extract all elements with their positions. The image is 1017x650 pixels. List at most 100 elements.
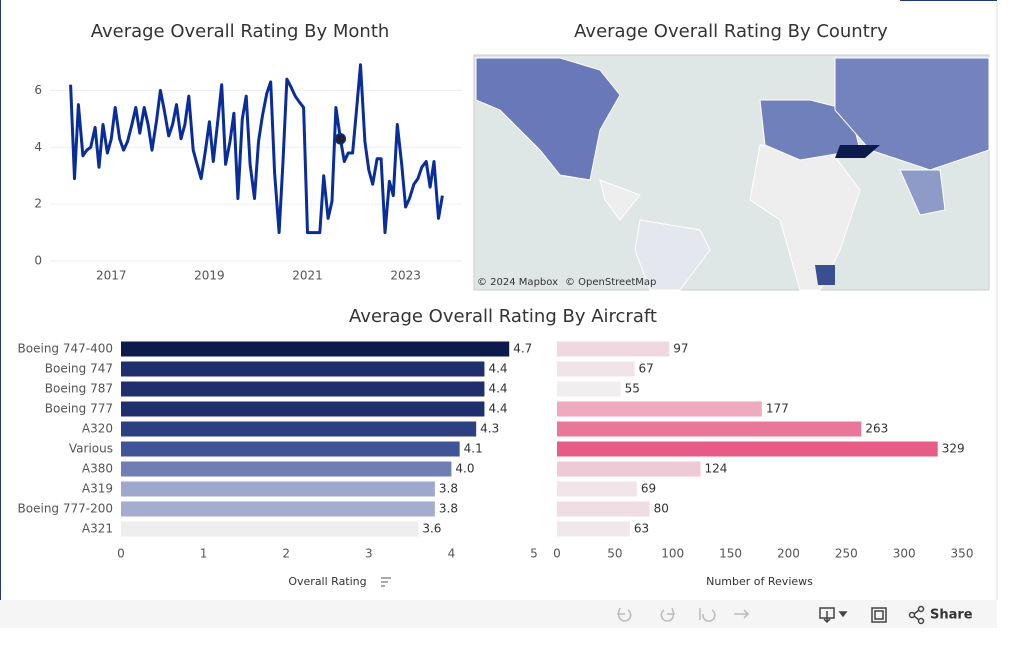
x-tick-label: 3 — [365, 547, 373, 561]
x-tick-label: 350 — [951, 547, 974, 561]
bar — [121, 381, 485, 397]
chart-title: Average Overall Rating By Aircraft — [349, 306, 657, 327]
x-tick-label: 1 — [200, 547, 208, 561]
y-tick-label: 0 — [34, 254, 42, 268]
bar — [557, 381, 621, 397]
x-tick-label: 2021 — [292, 269, 323, 283]
share-button[interactable] — [908, 605, 925, 625]
x-tick-label: 250 — [835, 547, 858, 561]
value-label: 4.4 — [488, 402, 507, 416]
x-tick-label: 200 — [777, 547, 800, 561]
value-label: 124 — [704, 462, 727, 476]
bar — [121, 361, 485, 377]
x-tick-label: 2023 — [390, 269, 421, 283]
highlight-point — [334, 133, 347, 145]
map[interactable]: © 2024 Mapbox © OpenStreetMap — [473, 54, 990, 291]
value-label: 3.6 — [422, 522, 441, 536]
bar — [121, 461, 452, 477]
bar — [121, 501, 435, 517]
value-label: 4.7 — [513, 342, 532, 356]
map-attribution: © OpenStreetMap — [565, 277, 656, 288]
value-label: 3.8 — [439, 502, 458, 516]
x-tick-label: 2019 — [194, 269, 225, 283]
value-label: 4.4 — [488, 382, 507, 396]
bar — [121, 481, 435, 497]
download-menu[interactable] — [838, 611, 848, 618]
x-tick-label: 2017 — [96, 269, 127, 283]
category-label: A320 — [82, 422, 113, 436]
toolbar — [0, 600, 997, 628]
value-label: 329 — [942, 442, 965, 456]
chart-title: Average Overall Rating By Month — [91, 21, 390, 42]
bar — [557, 481, 637, 497]
x-tick-label: 50 — [607, 547, 622, 561]
bar — [121, 521, 419, 537]
redo-button[interactable] — [660, 607, 676, 622]
y-tick-label: 6 — [34, 83, 42, 97]
category-label: A380 — [82, 462, 113, 476]
bar — [557, 421, 862, 437]
bar — [557, 461, 701, 477]
y-tick-label: 2 — [34, 197, 42, 211]
south-america — [634, 219, 711, 291]
x-tick-label: 5 — [530, 547, 538, 561]
value-label: 4.3 — [480, 422, 499, 436]
africa — [749, 144, 861, 291]
bar — [557, 361, 635, 377]
revert-button[interactable] — [699, 608, 716, 622]
x-tick-label: 0 — [117, 547, 125, 561]
bar — [121, 401, 485, 417]
category-label: A321 — [82, 522, 113, 536]
value-label: 4.4 — [488, 362, 507, 376]
line — [69, 63, 444, 235]
bar — [557, 521, 630, 537]
category-label: Boeing 747-400 — [18, 342, 113, 356]
south-asia — [899, 169, 946, 216]
x-tick-label: 100 — [661, 547, 684, 561]
y-tick-label: 4 — [34, 140, 42, 154]
x-tick-label: 150 — [719, 547, 742, 561]
value-label: 67 — [639, 362, 654, 376]
bar — [557, 341, 670, 357]
category-label: A319 — [82, 482, 113, 496]
bar — [121, 341, 510, 357]
category-label: Boeing 747 — [45, 362, 113, 376]
bar — [121, 441, 460, 457]
category-label: Boeing 787 — [45, 382, 113, 396]
sort-icon[interactable] — [381, 577, 391, 587]
x-axis-label: Number of Reviews — [706, 575, 813, 588]
fullscreen-button[interactable] — [871, 607, 887, 623]
map-title: Average Overall Rating By Country — [574, 21, 888, 42]
x-tick-label: 0 — [553, 547, 561, 561]
value-label: 63 — [634, 522, 649, 536]
value-label: 263 — [865, 422, 888, 436]
bar — [557, 501, 650, 517]
category-label: Boeing 777 — [45, 402, 113, 416]
value-label: 3.8 — [439, 482, 458, 496]
bar — [557, 401, 762, 417]
value-label: 177 — [766, 402, 789, 416]
x-tick-label: 4 — [448, 547, 456, 561]
undo-button[interactable] — [616, 607, 632, 622]
category-label: Various — [69, 442, 113, 456]
category-label: Boeing 777-200 — [18, 502, 113, 516]
value-label: 55 — [625, 382, 640, 396]
map-attribution: © 2024 Mapbox — [477, 277, 558, 288]
x-axis-label: Overall Rating — [288, 575, 366, 588]
x-tick-label: 2 — [282, 547, 290, 561]
bar — [557, 441, 938, 457]
value-label: 97 — [673, 342, 688, 356]
refresh-button[interactable] — [734, 609, 750, 619]
south-africa — [815, 265, 835, 285]
value-label: 4.0 — [455, 462, 474, 476]
value-label: 4.1 — [464, 442, 483, 456]
north-america — [475, 57, 621, 181]
share-label[interactable]: Share — [930, 608, 973, 623]
bar — [121, 421, 477, 437]
value-label: 80 — [654, 502, 669, 516]
central-america — [599, 179, 641, 221]
download-button[interactable] — [819, 607, 835, 624]
x-tick-label: 300 — [893, 547, 916, 561]
value-label: 69 — [641, 482, 656, 496]
